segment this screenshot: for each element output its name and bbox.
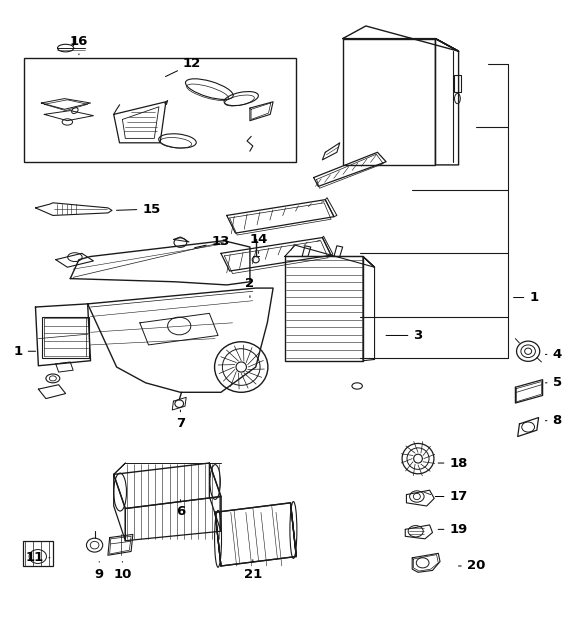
Text: 19: 19 xyxy=(438,523,468,536)
Text: 2: 2 xyxy=(245,277,254,298)
Text: 7: 7 xyxy=(176,410,185,430)
Text: 1: 1 xyxy=(514,291,539,304)
Text: 9: 9 xyxy=(95,561,104,580)
Text: 6: 6 xyxy=(175,499,185,518)
Text: 13: 13 xyxy=(195,235,230,249)
Bar xyxy=(454,75,461,92)
Text: 5: 5 xyxy=(546,377,562,389)
Text: 21: 21 xyxy=(243,560,262,580)
Text: 3: 3 xyxy=(386,329,422,342)
Text: 20: 20 xyxy=(458,560,485,572)
Text: 8: 8 xyxy=(546,414,562,427)
Text: 4: 4 xyxy=(546,348,562,361)
Text: 11: 11 xyxy=(25,551,50,564)
Bar xyxy=(343,39,435,165)
Bar xyxy=(42,316,89,358)
Text: 14: 14 xyxy=(249,233,268,253)
Text: 1: 1 xyxy=(13,345,35,358)
Bar xyxy=(24,58,296,162)
Text: 15: 15 xyxy=(117,203,160,216)
Text: 18: 18 xyxy=(438,456,468,470)
Text: 17: 17 xyxy=(435,490,468,503)
Bar xyxy=(23,541,53,566)
Text: 16: 16 xyxy=(70,35,88,55)
Text: 12: 12 xyxy=(166,58,201,77)
Bar xyxy=(285,256,363,361)
Text: 10: 10 xyxy=(113,561,132,580)
